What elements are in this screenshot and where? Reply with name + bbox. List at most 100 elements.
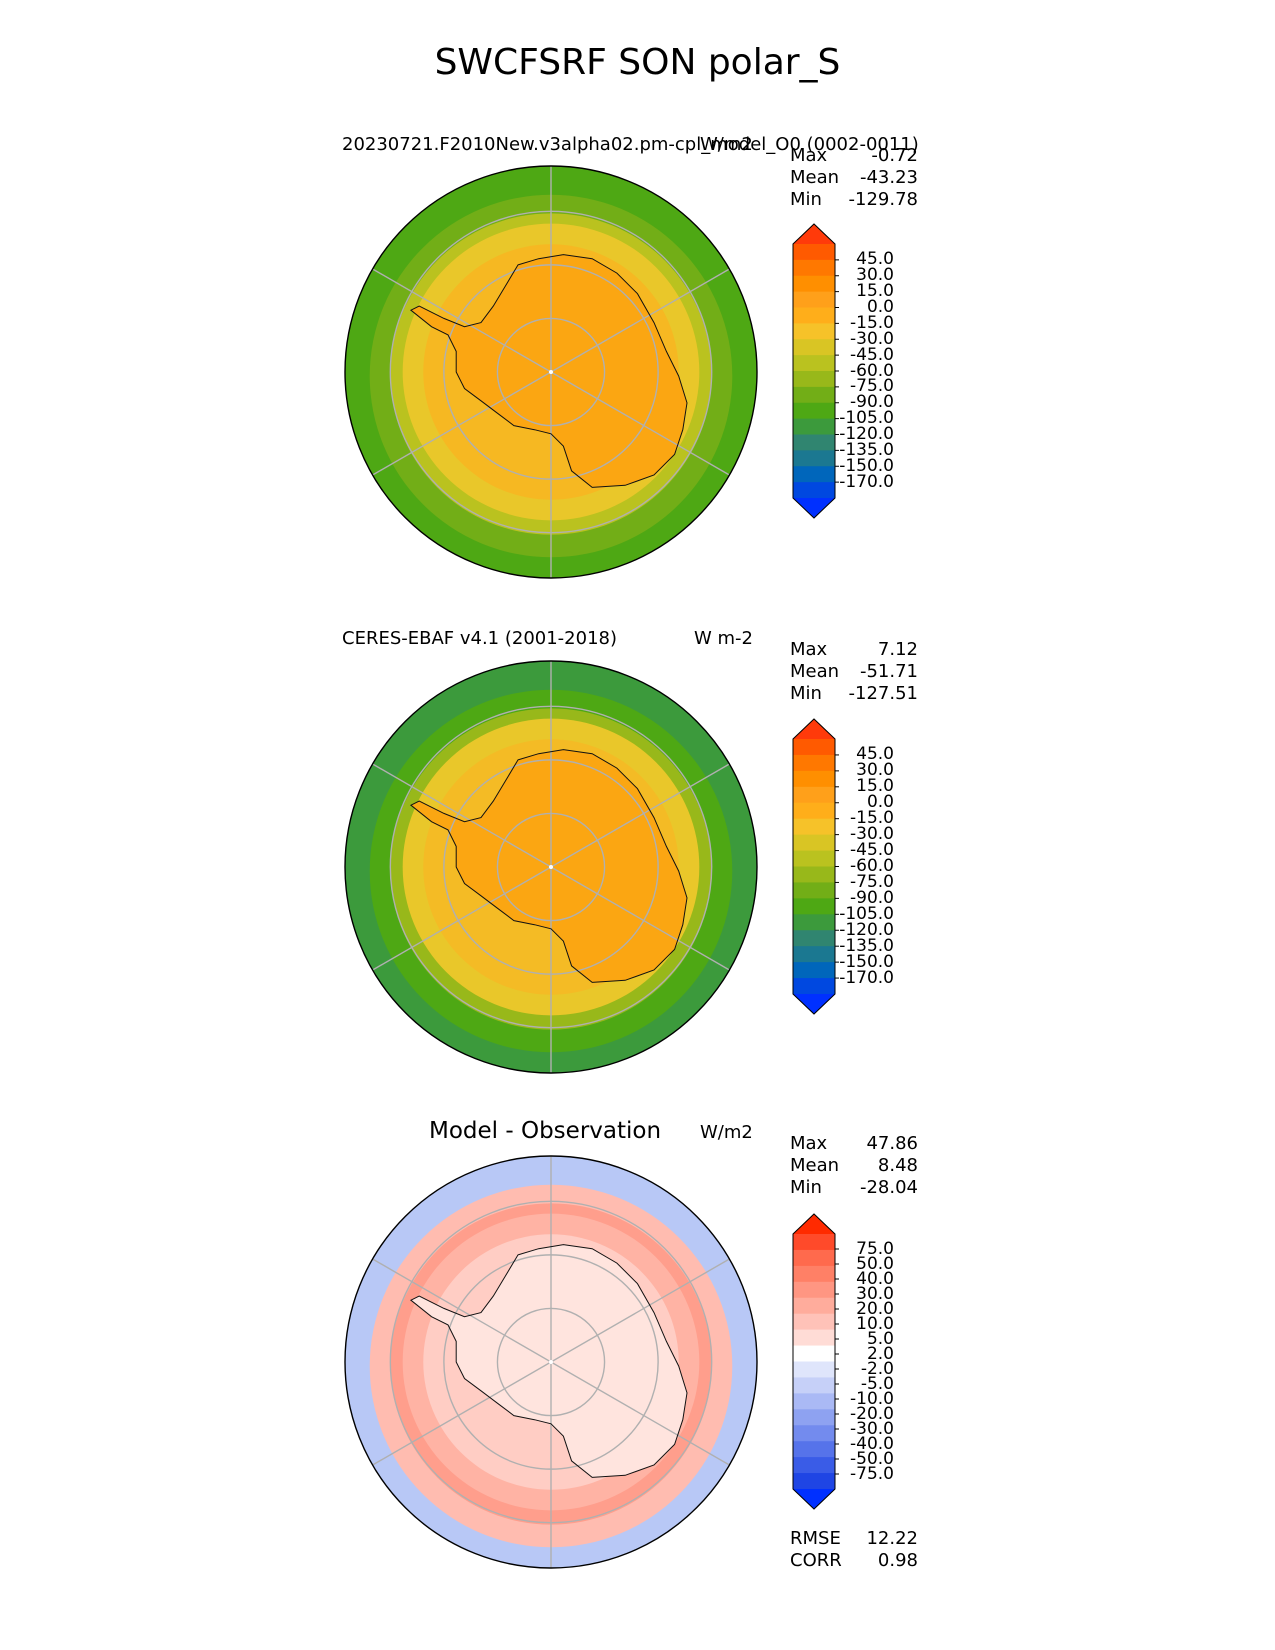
colorbar-segment <box>793 355 835 372</box>
colorbar-segment <box>793 1441 835 1458</box>
colorbar-extend-min <box>793 498 835 518</box>
colorbar-segment <box>793 866 835 884</box>
colorbar-tick-label: -45.0 <box>850 840 894 861</box>
colorbar-tick-label: 20.0 <box>856 1298 894 1319</box>
colorbar-segment <box>793 450 835 467</box>
colorbar-tick-label: 30.0 <box>856 760 894 781</box>
colorbar-tick-label: 50.0 <box>856 1253 894 1274</box>
colorbar-segment <box>793 1234 835 1251</box>
min-value: -129.78 <box>848 189 918 210</box>
min-value: -127.51 <box>848 683 918 704</box>
min-label: Min <box>790 683 822 704</box>
coastline <box>409 1244 688 1478</box>
figure-title: SWCFSRF SON polar_S <box>434 42 841 83</box>
max-label: Max <box>790 1133 828 1154</box>
min-label: Min <box>790 189 822 210</box>
panel2-title: CERES-EBAF v4.1 (2001-2018) <box>342 628 618 649</box>
colorbar-extend-max <box>793 1214 835 1234</box>
colorbar-segment <box>793 1345 835 1363</box>
map-border <box>344 165 758 579</box>
mean-label: Mean <box>790 661 840 682</box>
colorbar-extend-max <box>793 719 835 739</box>
colorbar-tick-label: 0.0 <box>866 792 894 813</box>
colorbar-tick-label: -90.0 <box>850 887 894 908</box>
colorbar-tick-label: -105.0 <box>839 903 894 924</box>
colorbar-tick-label: -170.0 <box>839 967 894 988</box>
colorbar-tick-label: -15.0 <box>850 312 894 333</box>
colorbar-segment <box>793 850 835 868</box>
colorbar-segment <box>793 1409 835 1426</box>
colorbar-tick-label: -10.0 <box>850 1388 894 1409</box>
mean-label: Mean <box>790 167 840 188</box>
map-panel-3 <box>344 1155 839 1569</box>
colorbar-segment <box>793 323 835 340</box>
mean-label: Mean <box>790 1155 840 1176</box>
colorbar-tick-label: -105.0 <box>839 408 894 429</box>
colorbar-segment <box>793 770 835 788</box>
max-value: -0.72 <box>871 145 918 166</box>
colorbar-segment <box>793 754 835 772</box>
colorbar-segment <box>793 339 835 356</box>
colorbar-tick-label: -75.0 <box>850 871 894 892</box>
colorbar-tick-label: -40.0 <box>850 1433 894 1454</box>
rmse-value: 12.22 <box>866 1528 918 1549</box>
colorbar-tick-label: -60.0 <box>850 360 894 381</box>
panel3-units: W/m2 <box>700 1122 753 1143</box>
colorbar-tick-label: 15.0 <box>856 281 894 302</box>
map-panel-1 <box>344 165 839 579</box>
colorbar-tick-label: 30.0 <box>856 265 894 286</box>
colorbar-tick-label: 5.0 <box>866 1328 894 1349</box>
colorbar-segment <box>793 275 835 293</box>
panel3-title: Model - Observation <box>429 1118 662 1144</box>
coastline <box>409 254 688 488</box>
colorbar-tick-label: -120.0 <box>839 424 894 444</box>
colorbar-tick-label: -170.0 <box>839 471 894 492</box>
colorbar-segment <box>793 418 835 436</box>
panel1-title: 20230721.F2010New.v3alpha02.pm-cpl_model… <box>342 134 919 155</box>
corr-label: CORR <box>790 1550 842 1571</box>
colorbar-tick-label: -30.0 <box>850 328 894 349</box>
min-value: -28.04 <box>859 1177 918 1198</box>
colorbar-tick-label: 40.0 <box>856 1268 894 1289</box>
colorbar-tick-label: -50.0 <box>850 1448 894 1469</box>
colorbar-segment <box>793 1329 835 1347</box>
colorbar-tick-label: -75.0 <box>850 376 894 397</box>
panel2-stats: Max 7.12 Mean -51.71 Min -127.51 <box>790 639 918 705</box>
colorbar-segment <box>793 1425 835 1442</box>
colorbar-segment <box>793 259 835 277</box>
colorbar-tick-label: 75.0 <box>856 1238 894 1259</box>
colorbar-segment <box>793 739 835 756</box>
map-field <box>345 1156 757 1568</box>
min-label: Min <box>790 1177 822 1198</box>
panel1-units: W/m2 <box>700 134 753 155</box>
colorbar-tick-label: -120.0 <box>839 919 894 940</box>
colorbar-outline <box>792 223 836 519</box>
colorbar-segment <box>793 802 835 820</box>
colorbar-segment <box>793 1457 835 1474</box>
colorbar-segment <box>793 371 835 388</box>
colorbar-tick-label: 10.0 <box>856 1313 894 1334</box>
max-label: Max <box>790 145 828 166</box>
colorbar-tick-label: -45.0 <box>850 344 894 365</box>
colorbar-tick-label: -30.0 <box>850 824 894 845</box>
colorbar-segment <box>793 244 835 261</box>
panel3-error-stats: RMSE 12.22 CORR 0.98 <box>790 1528 918 1572</box>
colorbar-segment <box>793 834 835 852</box>
colorbar-segment <box>793 962 835 979</box>
colorbar-segment <box>793 818 835 836</box>
colorbar-tick-label: -60.0 <box>850 856 894 876</box>
colorbar-segment <box>793 307 835 324</box>
colorbar-segment <box>793 946 835 963</box>
map-field <box>345 166 757 578</box>
colorbar-tick-label: -135.0 <box>839 439 894 460</box>
colorbar-segment <box>793 898 835 915</box>
mean-value: -51.71 <box>859 661 918 682</box>
colorbar-segment <box>793 1393 835 1410</box>
colorbar-outline <box>792 1213 836 1510</box>
panel3-stats: Max 47.86 Mean 8.48 Min -28.04 <box>790 1133 918 1199</box>
colorbar-tick-label: -20.0 <box>850 1403 894 1424</box>
colorbar-tick-label: -135.0 <box>839 935 894 956</box>
colorbar-segment <box>793 482 835 499</box>
map-border <box>344 1155 758 1569</box>
panel2-units: W m-2 <box>694 628 754 649</box>
